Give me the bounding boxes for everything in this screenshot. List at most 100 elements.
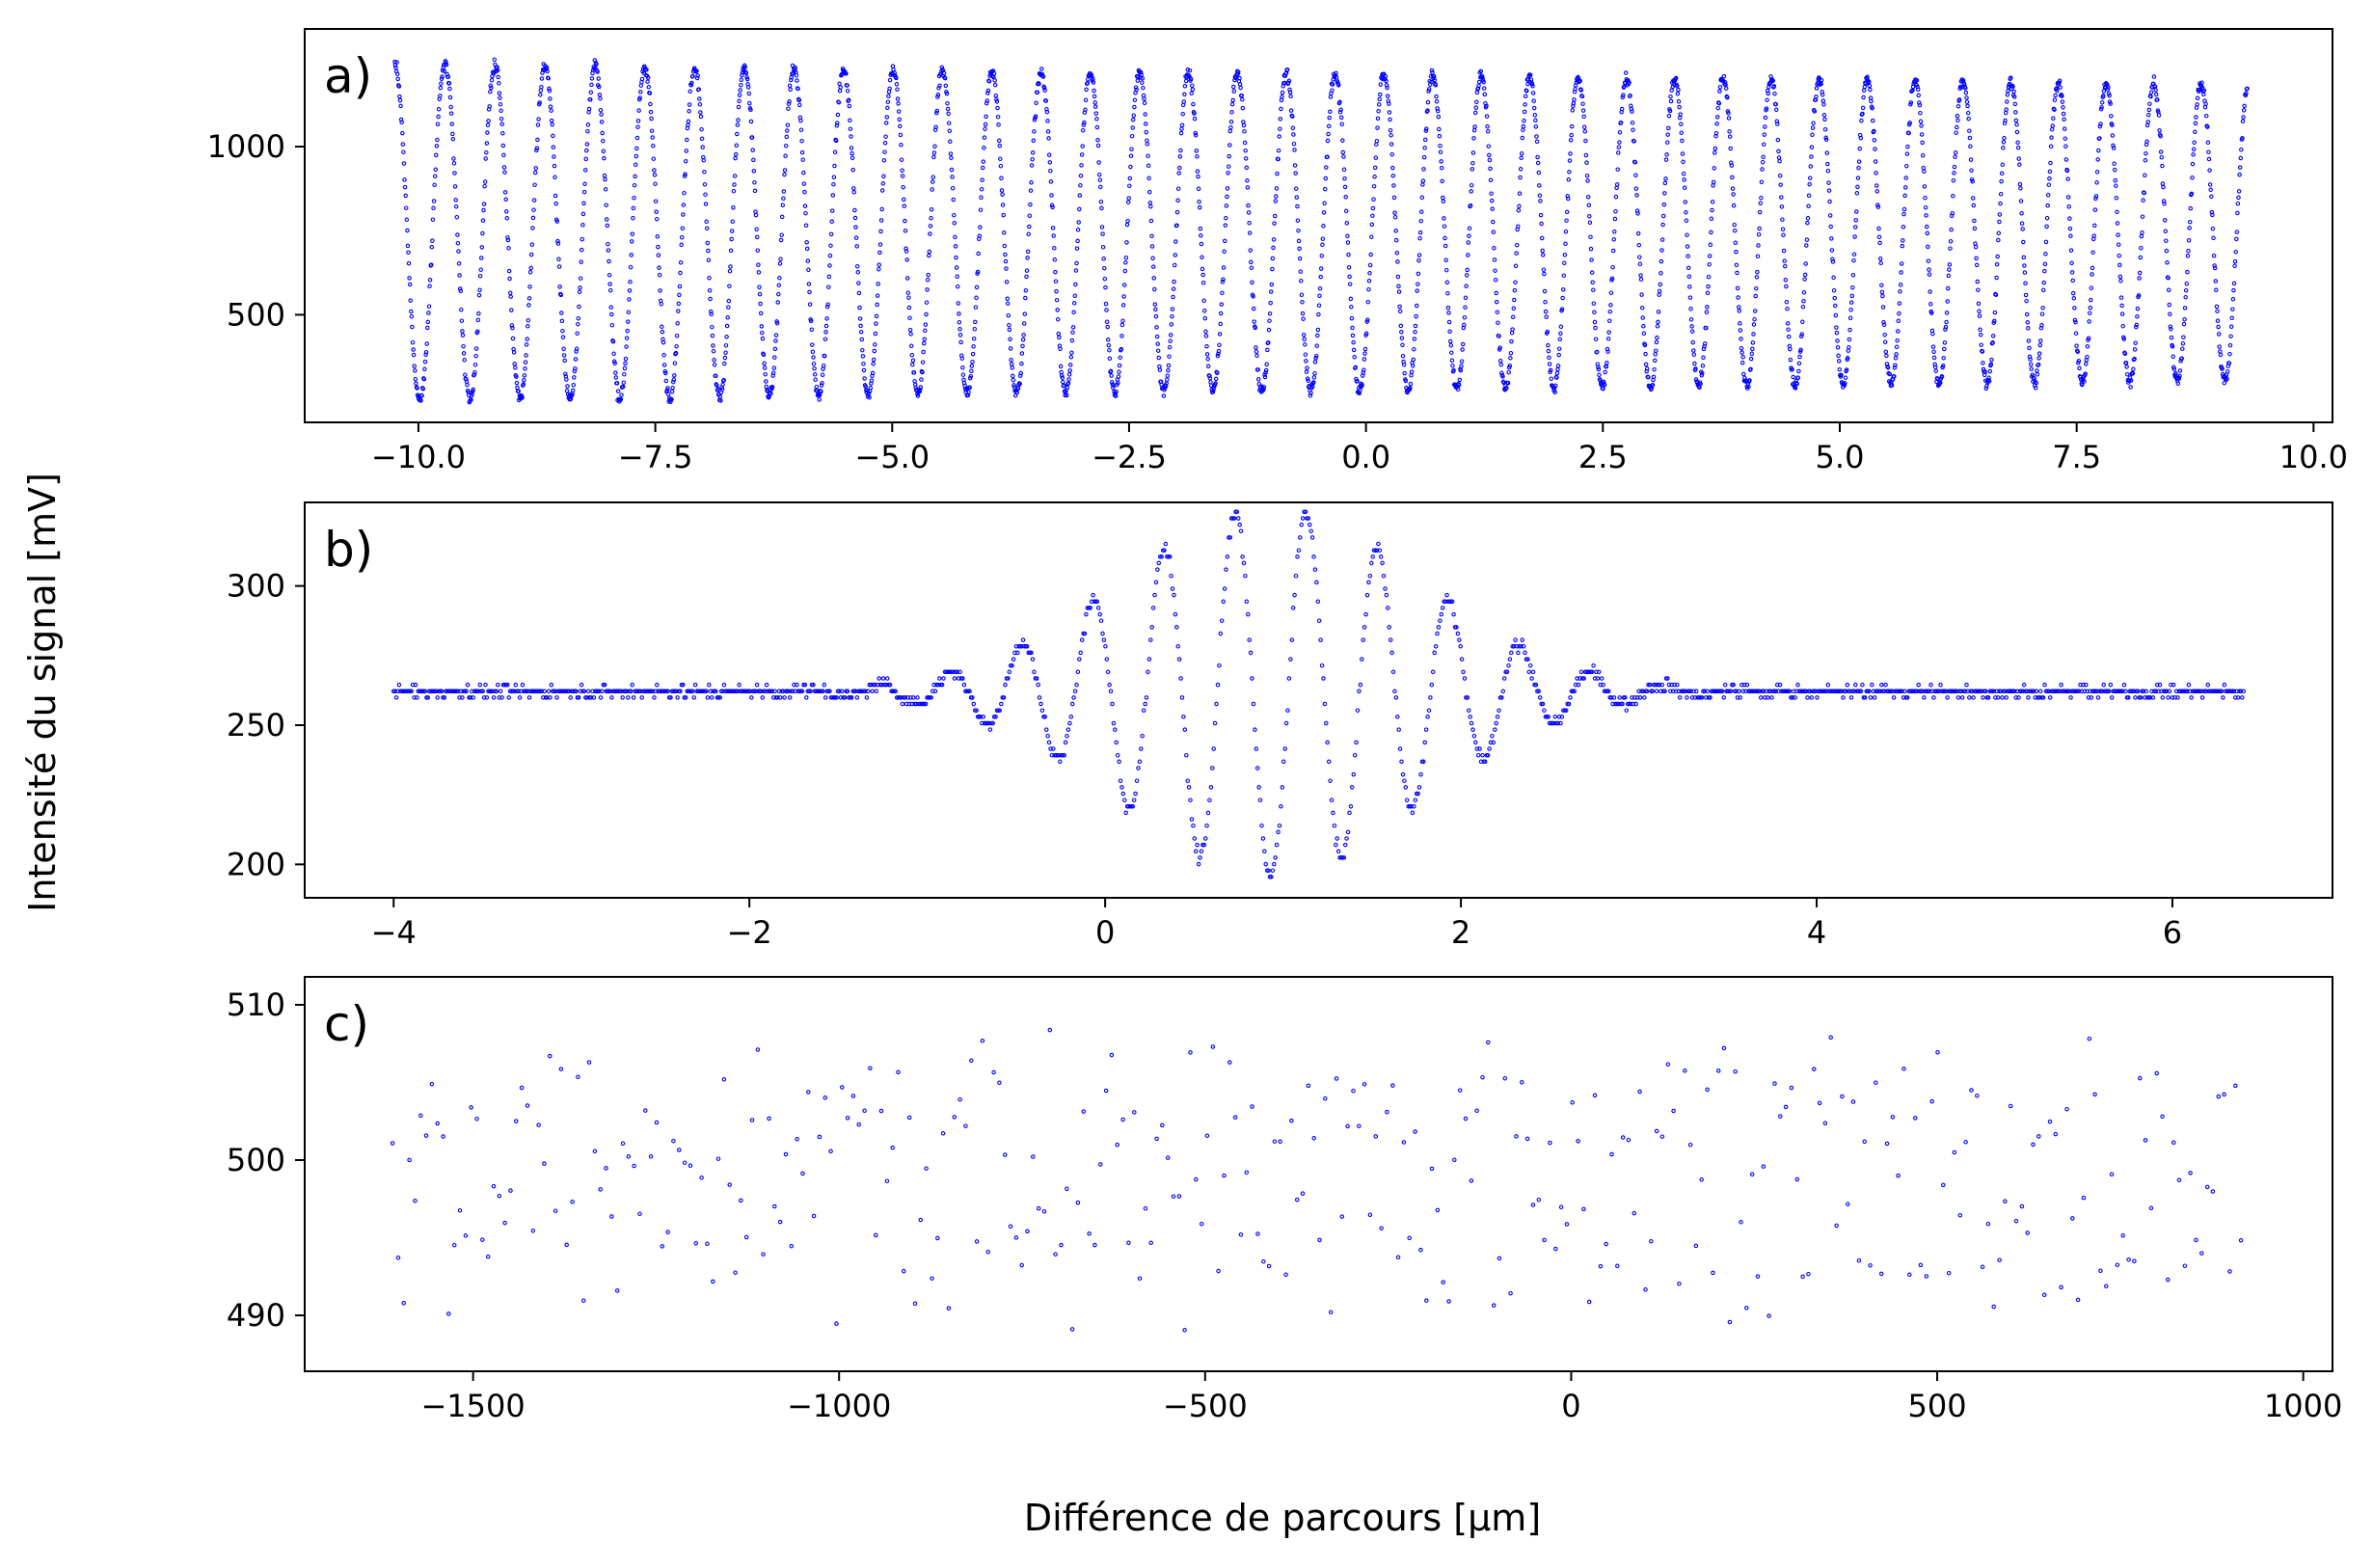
data-point	[1613, 208, 1618, 214]
data-point	[586, 1060, 592, 1065]
data-point	[1673, 689, 1679, 694]
data-point	[913, 701, 919, 707]
data-point	[1531, 98, 1536, 103]
data-point	[2012, 689, 2017, 694]
data-point	[413, 682, 418, 688]
data-point	[2105, 87, 2111, 92]
panel-a-points	[392, 57, 2250, 405]
data-point	[2115, 221, 2120, 226]
data-point	[1800, 319, 1805, 325]
data-point	[2028, 362, 2034, 367]
data-point	[653, 199, 659, 203]
data-point	[599, 112, 604, 117]
data-point	[620, 695, 625, 700]
data-point	[972, 326, 978, 332]
data-point	[1103, 1088, 1109, 1094]
data-point	[1370, 213, 1375, 218]
data-point	[1397, 746, 1403, 751]
data-point	[1246, 203, 1251, 208]
data-point	[1334, 70, 1338, 76]
data-point	[2020, 689, 2026, 694]
data-point	[764, 682, 769, 688]
data-point	[1495, 715, 1500, 719]
data-point	[1269, 282, 1275, 287]
data-point	[410, 339, 416, 345]
data-point	[1917, 100, 1922, 105]
data-point	[1707, 254, 1712, 258]
data-point	[1856, 159, 1862, 164]
data-point	[1390, 165, 1395, 171]
data-point	[2222, 682, 2227, 688]
data-point	[1102, 276, 1108, 282]
data-point	[552, 163, 557, 169]
data-point	[778, 237, 784, 243]
data-point	[1181, 715, 1186, 719]
data-point	[786, 101, 792, 106]
data-point	[787, 99, 792, 104]
data-point	[1633, 701, 1638, 707]
data-point	[1792, 689, 1796, 694]
data-point	[1469, 189, 1473, 194]
data-point	[1255, 377, 1261, 382]
data-point	[1095, 143, 1101, 149]
data-point	[1806, 193, 1812, 199]
data-point	[1994, 261, 2000, 267]
data-point	[1139, 746, 1144, 751]
data-point	[1896, 329, 1901, 334]
data-point	[1011, 657, 1016, 662]
data-point	[995, 114, 1001, 120]
data-point	[1428, 695, 1433, 700]
data-point	[1265, 347, 1270, 353]
data-point	[1532, 113, 1538, 118]
data-point	[668, 695, 673, 700]
data-point	[2077, 365, 2082, 371]
data-point	[636, 108, 641, 113]
data-point	[537, 100, 542, 105]
data-point	[1687, 295, 1693, 300]
data-point	[1377, 96, 1382, 102]
data-point	[598, 1187, 603, 1192]
data-point	[1569, 132, 1574, 138]
data-point	[681, 203, 687, 207]
data-point	[2166, 275, 2171, 281]
data-point	[1083, 107, 1088, 113]
data-point	[1222, 249, 1227, 255]
data-point	[1851, 689, 1857, 694]
data-point	[2090, 250, 2095, 255]
data-point	[1793, 695, 1797, 700]
data-point	[821, 366, 825, 371]
data-point	[2120, 323, 2125, 329]
data-point	[1290, 114, 1295, 119]
data-point	[2047, 695, 2053, 700]
data-point	[2231, 281, 2237, 286]
data-point	[971, 701, 977, 707]
data-point	[2189, 695, 2194, 700]
data-point	[1579, 94, 1585, 99]
data-point	[2207, 168, 2212, 173]
data-point	[1845, 356, 1850, 361]
data-point	[1376, 541, 1381, 547]
data-point	[1843, 381, 1847, 386]
data-point	[779, 214, 785, 220]
data-point	[2011, 89, 2016, 95]
data-point	[499, 116, 504, 122]
data-point	[1924, 224, 1929, 230]
data-point	[1188, 76, 1194, 82]
data-point	[1677, 695, 1683, 700]
data-point	[1757, 209, 1763, 215]
data-point	[1367, 271, 1372, 276]
data-point	[2005, 93, 2010, 97]
data-point	[1220, 290, 1225, 295]
data-point	[757, 284, 762, 290]
data-point	[1985, 695, 1991, 700]
data-point	[401, 149, 406, 154]
data-point	[1755, 254, 1761, 258]
data-point	[426, 304, 432, 309]
data-point	[1338, 115, 1344, 121]
data-point	[2055, 88, 2060, 94]
data-point	[489, 77, 495, 83]
data-point	[472, 362, 478, 367]
data-point	[1546, 342, 1551, 348]
data-point	[1254, 746, 1259, 751]
data-point	[774, 320, 780, 326]
